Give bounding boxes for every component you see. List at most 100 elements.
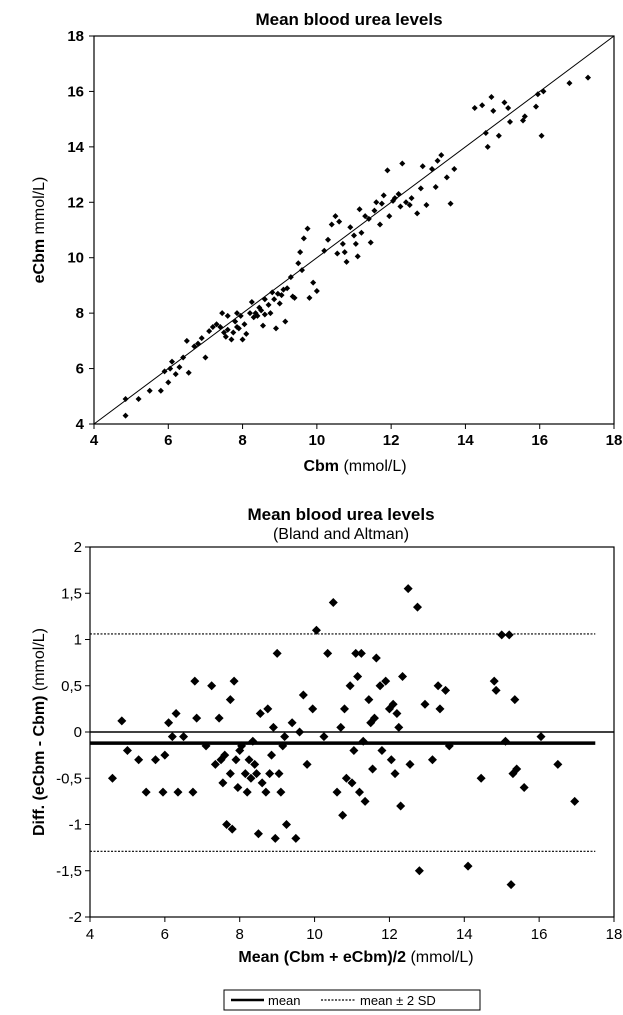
chart-2-data-point [375, 681, 385, 691]
chart-1-data-point [533, 103, 539, 110]
chart-1-data-point [239, 336, 246, 343]
scatter-chart-1: Mean blood urea levels 4 6 8 10 12 14 16 18 4 6 8 1… [31, 10, 622, 475]
chart-2-data-point [261, 787, 271, 797]
chart-2-data-point [500, 736, 510, 746]
chart-1-data-point [403, 199, 409, 206]
chart-2-data-point [244, 755, 254, 765]
chart-1-data-point [206, 328, 213, 335]
chart-1-data-point [146, 387, 153, 394]
chart-2-data-point [311, 625, 321, 635]
chart-2-data-point [295, 727, 305, 737]
chart-1-data-point [343, 258, 350, 265]
chart-1-data-point [252, 310, 259, 317]
chart-2-y-tick-label: -1,5 [56, 863, 82, 880]
chart-2-data-point [444, 741, 454, 751]
chart-1-y-tick-label: 18 [67, 28, 84, 45]
chart-1-data-point [169, 358, 175, 365]
chart-2-y-tick-label: 2 [74, 539, 82, 556]
chart-2-data-point [222, 820, 232, 829]
chart-2-data-point [160, 750, 170, 760]
chart-1-data-point [271, 296, 278, 303]
chart-1-y-tick-label: 12 [67, 194, 84, 211]
legend-mean-label: mean [268, 993, 301, 1008]
chart-2-y-tick-label: -1 [69, 817, 82, 834]
chart-2-data-point [405, 759, 415, 769]
chart-1-data-point [222, 333, 229, 340]
chart-2-data-point [414, 866, 424, 876]
chart-1-data-point [443, 174, 450, 181]
chart-2-data-point [257, 778, 267, 788]
chart-2-data-point [263, 704, 273, 714]
chart-1-y-tick-label: 16 [67, 83, 84, 100]
chart-1-data-point [406, 202, 413, 209]
chart-2-data-point [164, 718, 174, 728]
chart-2-data-point [272, 648, 282, 658]
chart-1-data-point [230, 329, 237, 336]
chart-1-data-point [423, 202, 430, 209]
chart-2-data-point [302, 759, 312, 769]
chart-2-data-point [338, 810, 348, 820]
chart-1-y-tick-label: 8 [76, 305, 84, 322]
chart-1-data-point [507, 118, 513, 125]
chart-1-data-point [167, 365, 174, 372]
chart-1-data-point [176, 364, 183, 371]
chart-1-data-point [490, 107, 497, 114]
chart-1-data-point [417, 185, 424, 192]
legend-2sd-label: mean ± 2 SD [360, 993, 436, 1008]
chart-2-y-tick-label: -2 [69, 909, 82, 926]
chart-1-data-point [354, 253, 361, 260]
chart-2-data-point [512, 764, 522, 774]
chart-1-x-tick-label: 6 [164, 432, 172, 449]
chart-1-data-point [282, 318, 289, 325]
chart-1-data-point [397, 203, 404, 210]
chart-1-data-point [336, 218, 343, 225]
chart-2-data-point [364, 695, 374, 705]
chart-2-data-point [351, 648, 361, 658]
chart-1-data-point [347, 224, 354, 231]
chart-1-data-point [434, 157, 441, 164]
chart-2-data-point [167, 732, 177, 742]
chart-1-data-point [254, 312, 261, 319]
chart-2-data-point [171, 709, 181, 718]
chart-2-data-point [463, 861, 473, 871]
chart-1-data-point [585, 74, 591, 81]
chart-2-data-point [476, 773, 486, 783]
chart-1-data-point [217, 324, 224, 330]
chart-2-y-tick-label: 0,5 [61, 678, 82, 695]
chart-1-y-tick-label: 6 [76, 361, 84, 378]
chart-2-data-point [267, 750, 277, 760]
chart-1-data-point [258, 307, 265, 314]
chart-2-data-point [276, 787, 286, 797]
chart-1-title: Mean blood urea levels [255, 10, 442, 29]
chart-1-data-point [341, 249, 348, 256]
chart-2-data-point [225, 695, 235, 705]
chart-2-data-point [190, 676, 200, 686]
chart-1-data-point [248, 299, 255, 306]
chart-1-data-point [267, 310, 274, 317]
chart-1-data-point [367, 239, 374, 246]
chart-2-x-tick-label: 4 [86, 926, 94, 943]
chart-2-data-point [328, 598, 338, 607]
chart-1-data-point [247, 310, 253, 317]
chart-2-data-point [491, 685, 501, 695]
chart-1-data-point [161, 368, 168, 375]
chart-1-data-point [300, 235, 307, 242]
chart-1-data-point [291, 294, 298, 301]
chart-1-x-tick-label: 18 [606, 432, 623, 449]
chart-1-data-point [488, 93, 495, 100]
legend-box [223, 989, 481, 1011]
chart-2-data-point [371, 653, 381, 663]
chart-1-data-point [501, 99, 508, 106]
chart-1-points [122, 74, 591, 419]
chart-2-data-point [250, 759, 260, 769]
chart-2-data-point [291, 833, 301, 843]
chart-1-data-point [172, 371, 179, 378]
chart-2-title: Mean blood urea levels [247, 505, 434, 524]
chart-2-data-point [225, 769, 235, 779]
chart-1-data-point [195, 340, 201, 347]
chart-2-data-point [360, 796, 370, 806]
chart-1-data-point [384, 167, 391, 174]
chart-2-data-point [536, 732, 546, 742]
chart-1-data-point [232, 318, 239, 325]
